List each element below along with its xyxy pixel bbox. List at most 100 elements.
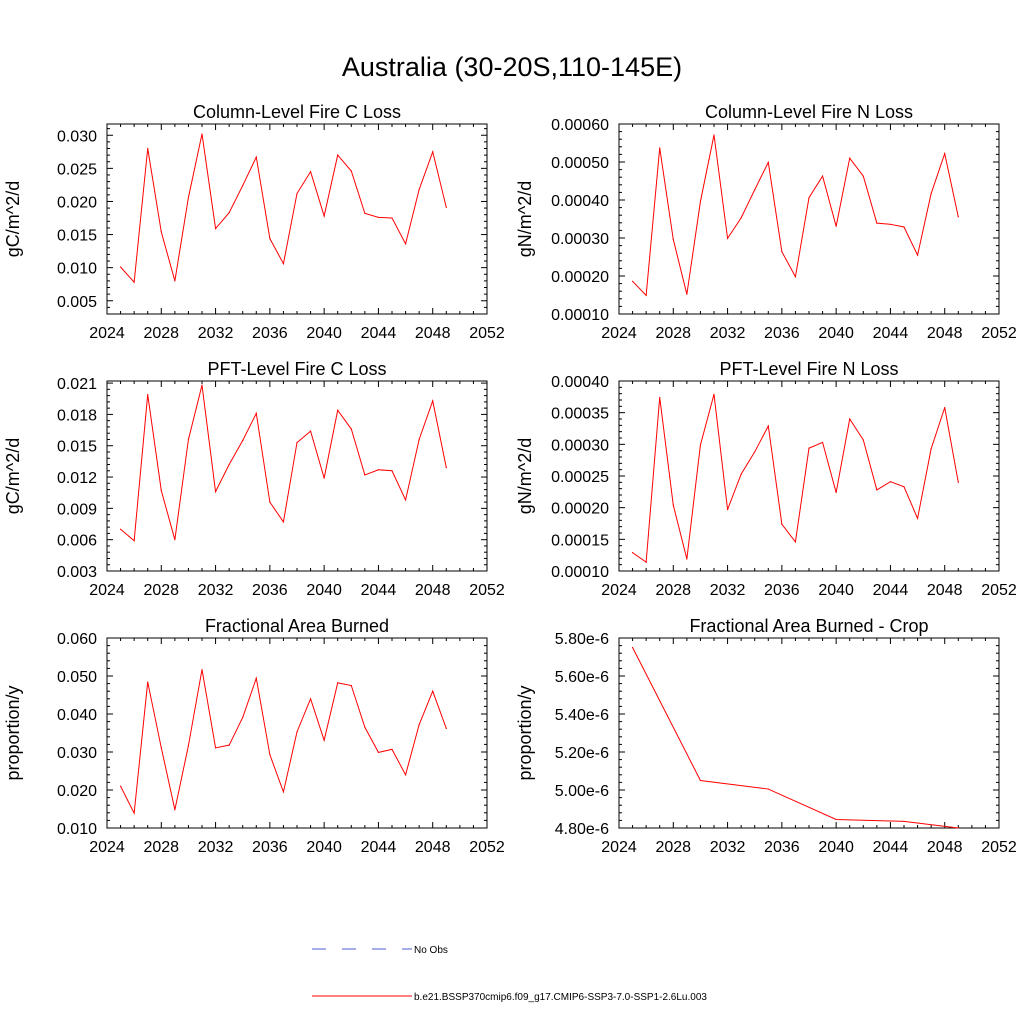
x-tick-label: 2032	[710, 839, 746, 856]
data-point	[849, 157, 851, 159]
x-tick-label: 2036	[764, 582, 800, 599]
data-point	[309, 698, 312, 700]
data-point	[445, 467, 447, 469]
y-tick-label: 0.00030	[551, 231, 609, 248]
legend-label-run: b.e21.BSSP370cmip6.f09_g17.CMIP6-SSP3-7.…	[414, 992, 707, 1003]
x-tick-label: 2040	[306, 325, 342, 342]
data-point	[242, 184, 244, 187]
data-point	[377, 216, 380, 218]
x-tick-label: 2036	[764, 839, 800, 856]
data-point	[957, 216, 959, 218]
x-tick-label: 2028	[143, 839, 179, 856]
data-point	[876, 489, 878, 491]
y-tick-label: 0.00040	[551, 193, 609, 210]
data-point	[337, 409, 339, 411]
data-point	[174, 539, 176, 541]
data-point	[794, 276, 797, 278]
data-point	[957, 827, 959, 829]
y-tick-label: 0.00030	[551, 437, 609, 454]
data-point	[903, 486, 905, 488]
data-point	[133, 281, 135, 283]
data-point	[214, 747, 217, 749]
data-point	[944, 407, 946, 409]
chart-panels: Column-Level Fire C Loss 2024 2028 2032 2036…	[3, 102, 1017, 856]
data-point	[672, 238, 674, 241]
data-point	[835, 225, 837, 227]
x-tick-label: 2048	[415, 582, 451, 599]
x-tick-label: 2028	[655, 325, 691, 342]
x-tick-label: 2052	[981, 325, 1017, 342]
data-point	[228, 744, 230, 746]
y-tick-label: 0.00010	[551, 564, 609, 581]
y-tick-label: 0.00050	[551, 155, 609, 172]
data-point	[119, 785, 122, 787]
data-point	[160, 231, 162, 233]
panel-title: Column-Level Fire N Loss	[705, 102, 913, 122]
y-tick-label: 0.012	[57, 470, 97, 487]
data-point	[862, 175, 864, 177]
data-point	[296, 441, 298, 444]
x-tick-label: 2044	[361, 325, 397, 342]
data-point	[699, 200, 702, 203]
chart-panel: Fractional Area Burned - Crop 2024 2028 203…	[515, 616, 1017, 856]
data-point	[337, 154, 339, 156]
data-point	[201, 133, 203, 135]
x-tick-label: 2028	[655, 839, 691, 856]
data-point	[404, 243, 407, 245]
x-tick-label: 2048	[927, 582, 963, 599]
y-tick-label: 0.006	[57, 533, 97, 550]
x-tick-label: 2036	[252, 839, 288, 856]
data-point	[404, 774, 407, 776]
data-point	[713, 134, 715, 136]
data-point	[726, 508, 729, 511]
y-axis-label: proportion/y	[515, 685, 535, 780]
data-point	[445, 727, 447, 730]
data-point	[686, 558, 688, 560]
data-point	[282, 791, 285, 793]
y-axis-label: gC/m^2/d	[3, 181, 23, 257]
data-point	[255, 677, 257, 679]
data-point	[862, 439, 864, 441]
x-tick-label: 2028	[143, 582, 179, 599]
data-point	[726, 237, 729, 239]
y-tick-label: 0.00010	[551, 307, 609, 324]
x-tick-label: 2044	[873, 839, 909, 856]
data-point	[309, 171, 312, 173]
data-point	[201, 668, 203, 671]
figure-title: Australia (30-20S,110-145E)	[342, 52, 682, 82]
data-point	[364, 726, 366, 728]
data-point	[699, 444, 702, 446]
y-tick-label: 0.020	[57, 783, 97, 800]
x-tick-label: 2052	[469, 582, 505, 599]
y-tick-label: 0.003	[57, 564, 97, 581]
y-tick-label: 0.00015	[551, 532, 609, 549]
data-point	[269, 237, 271, 240]
y-tick-label: 0.00020	[551, 269, 609, 286]
data-point	[645, 561, 647, 563]
data-point	[174, 809, 176, 811]
data-point	[957, 481, 959, 483]
data-point	[767, 425, 769, 427]
y-tick-label: 0.015	[57, 439, 97, 456]
data-point	[350, 684, 352, 687]
chart-panel: PFT-Level Fire C Loss 2024 2028 2032 2036 204…	[3, 359, 505, 599]
data-point	[418, 724, 420, 726]
data-point	[337, 682, 339, 684]
data-point	[835, 491, 837, 494]
x-tick-label: 2032	[198, 582, 234, 599]
data-point	[187, 196, 190, 199]
chart-panel: Fractional Area Burned 2024 2028 2032 2036 20…	[3, 616, 505, 856]
data-point	[781, 251, 783, 253]
data-point	[242, 439, 244, 442]
data-point	[296, 731, 298, 733]
x-tick-label: 2044	[361, 582, 397, 599]
data-point	[119, 266, 122, 268]
x-tick-label: 2044	[873, 325, 909, 342]
data-point	[160, 490, 162, 492]
x-tick-label: 2040	[818, 582, 854, 599]
data-point	[699, 779, 702, 782]
data-point	[364, 474, 366, 476]
data-point	[418, 438, 420, 441]
data-point	[282, 521, 285, 523]
